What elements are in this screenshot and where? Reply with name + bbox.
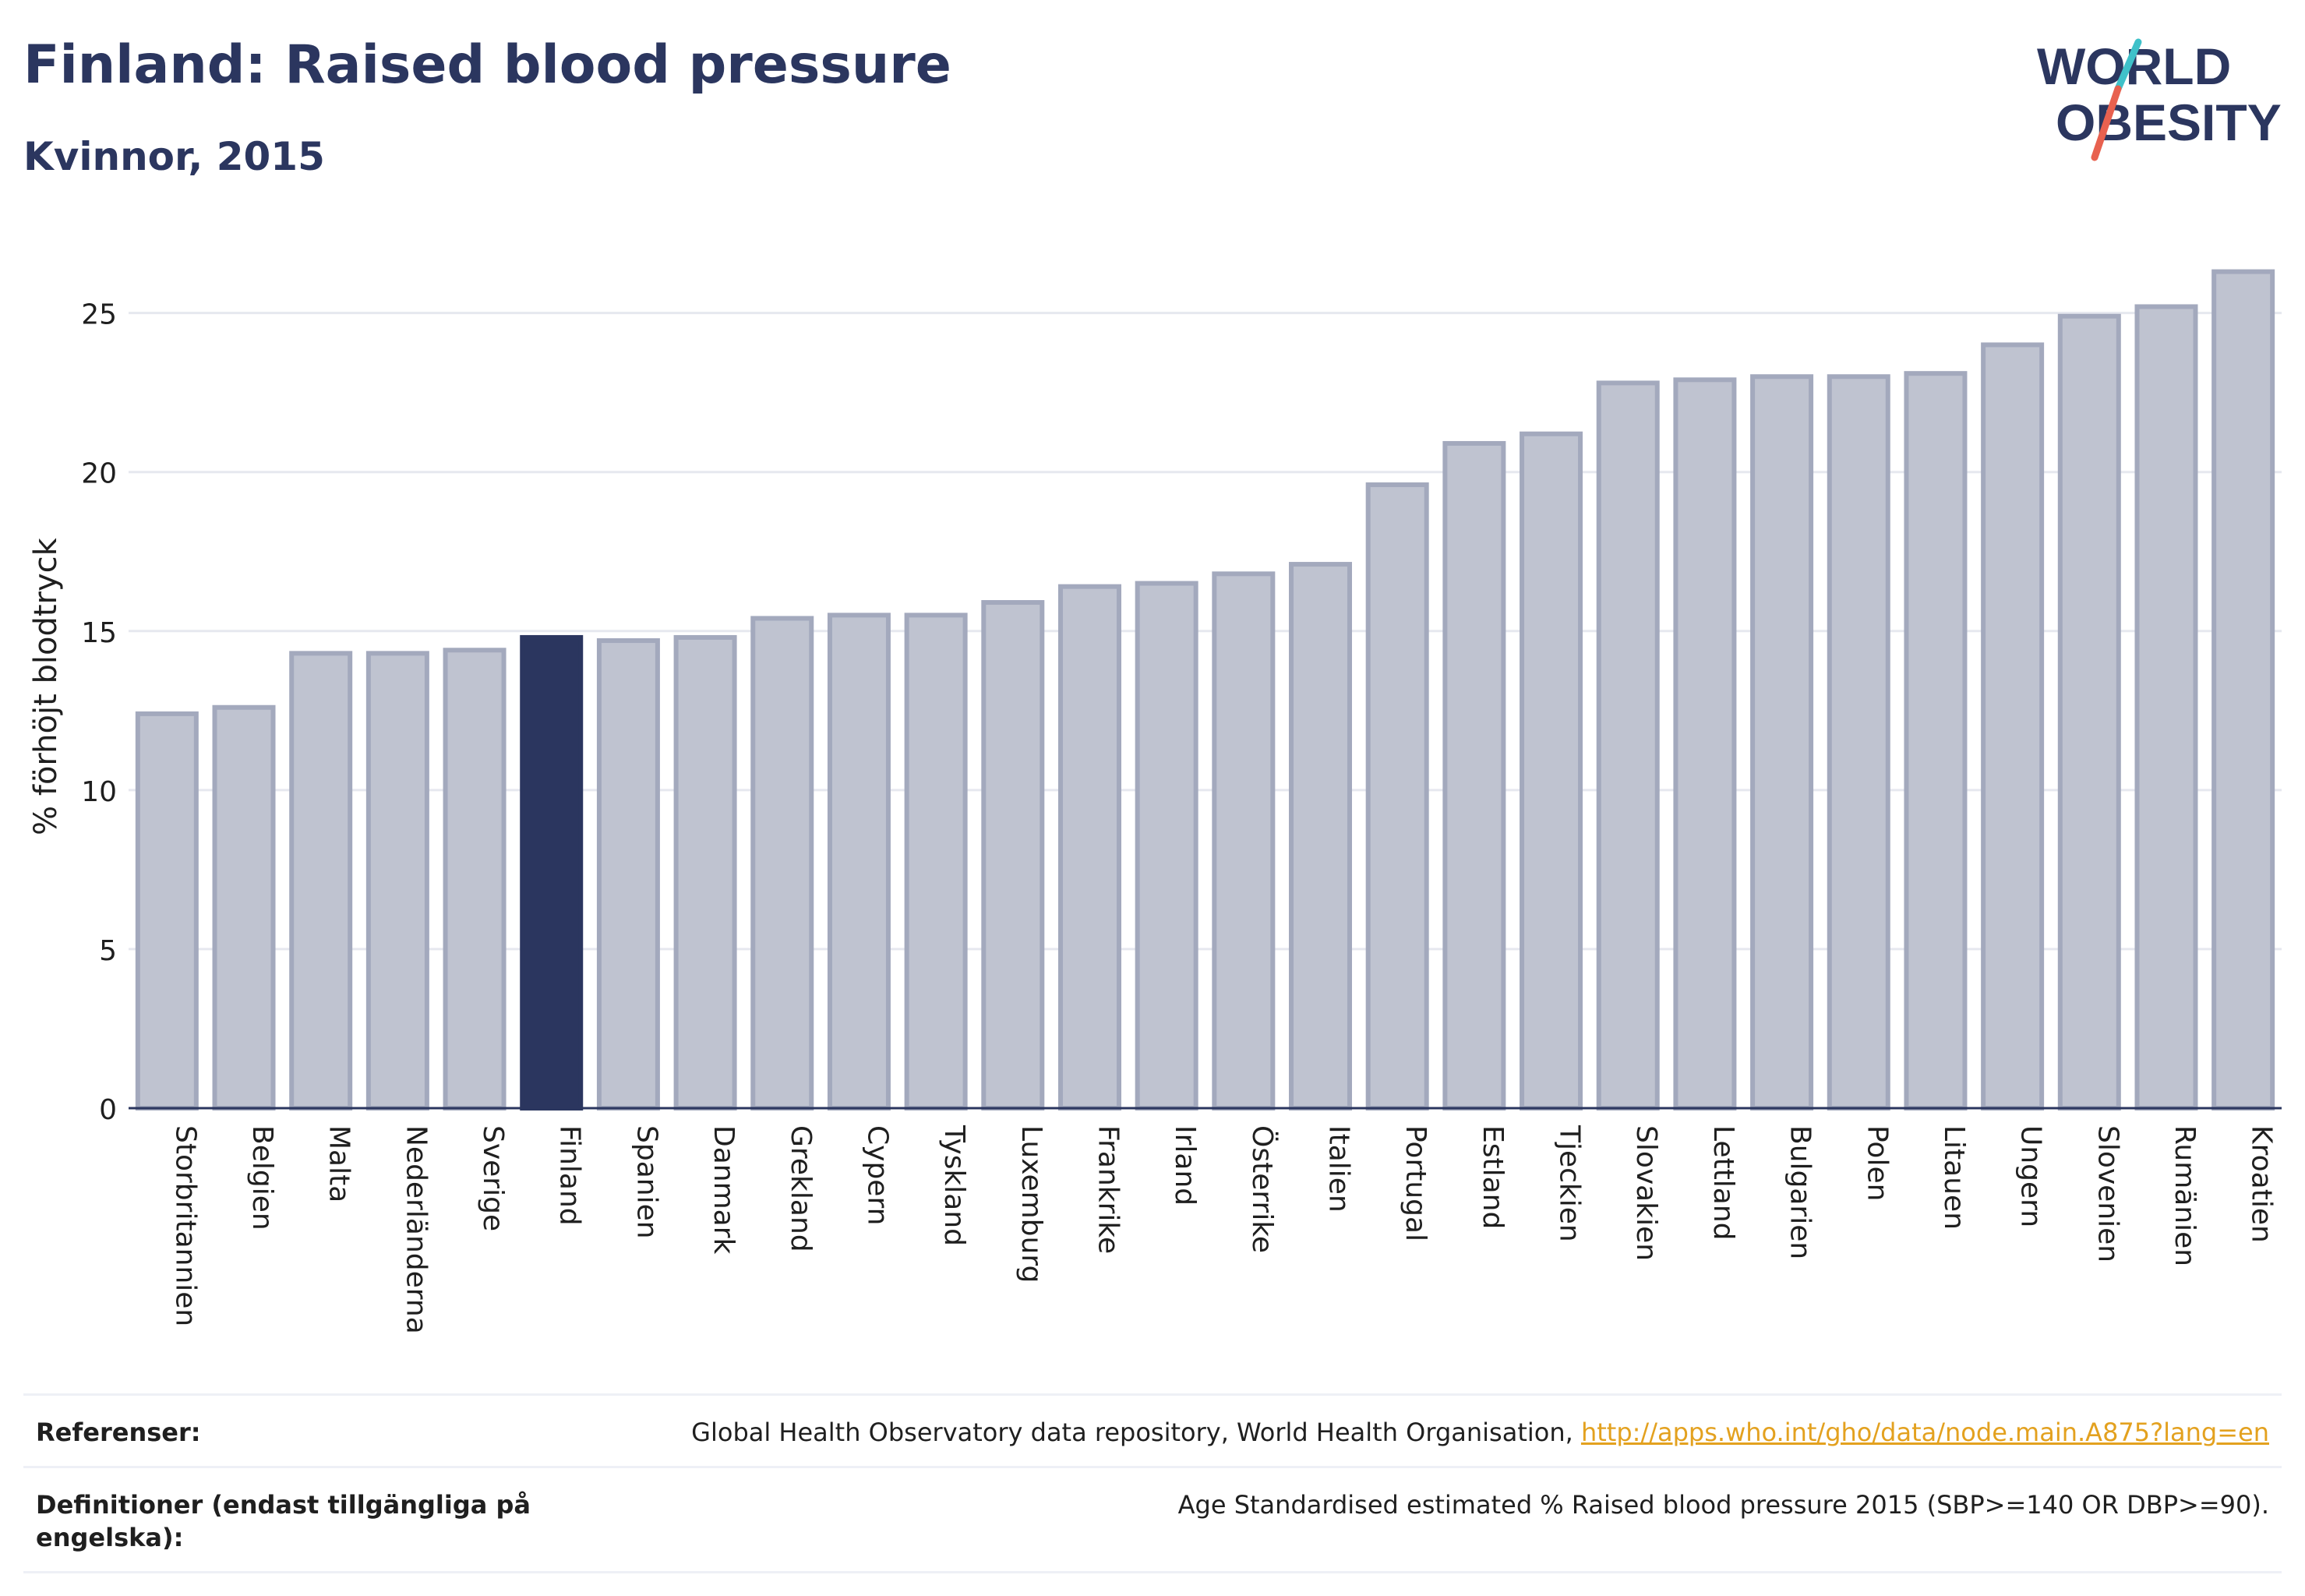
- x-tick-label: Polen: [1861, 1125, 1893, 1201]
- bar-kroatien: [2211, 269, 2275, 1111]
- y-tick-label: 0: [99, 1094, 117, 1126]
- y-tick-label: 20: [81, 458, 117, 490]
- logo-slash-red: [2091, 85, 2122, 161]
- references-table: Referenser: Global Health Observatory da…: [23, 1393, 2282, 1573]
- x-tick-label: Spanien: [630, 1125, 662, 1239]
- x-tick-label: Malta: [323, 1125, 355, 1202]
- definitions-label: Definitioner (endast tillgängliga på eng…: [36, 1490, 531, 1552]
- who-source-link[interactable]: http://apps.who.int/gho/data/node.main.A…: [1580, 1418, 2269, 1447]
- bar-slovakien: [1596, 380, 1660, 1110]
- x-tick-label: Italien: [1323, 1125, 1355, 1213]
- bar-luxemburg: [981, 600, 1045, 1110]
- x-tick-label: Belgien: [246, 1125, 278, 1231]
- logo-slash-teal: [2114, 38, 2142, 93]
- bar-chart: 0 5 10 15 20 25 Storbritannien Belgien Malta Nede…: [28, 269, 2282, 1334]
- y-tick-label: 5: [99, 935, 117, 967]
- axes: 0 5 10 15 20 25 Storbritannien Belgien Malta Nede…: [81, 299, 2282, 1334]
- definitions-row: Definitioner (endast tillgängliga på eng…: [23, 1466, 2282, 1573]
- x-tick-label: Slovakien: [1630, 1125, 1662, 1261]
- x-tick-label: Nederländerna: [400, 1125, 432, 1334]
- bar-ungern: [1981, 342, 2045, 1110]
- bar-spanien: [596, 638, 660, 1110]
- x-tick-label: Slovenien: [2091, 1125, 2123, 1262]
- bar-rumänien: [2134, 304, 2198, 1110]
- bar-nederländerna: [365, 651, 429, 1110]
- bar-storbritannien: [135, 711, 199, 1110]
- bar-sverige: [443, 648, 507, 1110]
- x-tick-label: Finland: [554, 1125, 586, 1226]
- x-tick-label: Estland: [1477, 1125, 1509, 1229]
- bar-danmark: [673, 634, 737, 1110]
- x-tick-label: Cypern: [861, 1125, 893, 1225]
- chart-title: Finland: Raised blood pressure: [23, 34, 951, 96]
- bar-slovenien: [2057, 313, 2121, 1110]
- x-tick-label: Tjeckien: [1554, 1125, 1586, 1242]
- bar-österrike: [1212, 571, 1276, 1110]
- x-tick-label: Sverige: [477, 1125, 509, 1231]
- bar-grekland: [750, 616, 814, 1110]
- bar-frankrike: [1057, 584, 1121, 1110]
- definitions-value: Age Standardised estimated % Raised bloo…: [1177, 1490, 2269, 1520]
- logo-word-obesity: OBESITY: [2056, 94, 2282, 151]
- bar-finland: [520, 634, 584, 1110]
- world-obesity-logo: WORLD OBESITY: [2037, 37, 2282, 161]
- bar-litauen: [1904, 371, 1968, 1110]
- chart-subtitle: Kvinnor, 2015: [23, 134, 325, 179]
- bar-estland: [1442, 440, 1506, 1110]
- y-tick-label: 15: [81, 617, 117, 649]
- x-tick-label: Grekland: [785, 1125, 817, 1252]
- x-tick-label: Litauen: [1938, 1125, 1970, 1230]
- bar-bulgarien: [1750, 374, 1814, 1110]
- bar-polen: [1827, 374, 1890, 1110]
- bar-italien: [1289, 562, 1353, 1110]
- bars: [135, 269, 2275, 1111]
- y-tick-label: 25: [81, 299, 117, 331]
- x-tick-label: Bulgarien: [1784, 1125, 1816, 1259]
- bar-irland: [1135, 581, 1198, 1110]
- x-tick-label: Rumänien: [2169, 1125, 2201, 1266]
- x-tick-label: Kroatien: [2246, 1125, 2278, 1243]
- bar-lettland: [1673, 377, 1737, 1110]
- bar-tjeckien: [1520, 431, 1583, 1110]
- bar-cypern: [827, 613, 891, 1110]
- x-tick-label: Österrike: [1246, 1125, 1279, 1253]
- y-axis-label: % förhöjt blodtryck: [28, 537, 64, 835]
- bar-tyskland: [904, 613, 968, 1110]
- x-tick-label: Portugal: [1400, 1125, 1431, 1241]
- x-tick-label: Irland: [1169, 1125, 1201, 1206]
- references-row: Referenser: Global Health Observatory da…: [23, 1393, 2282, 1466]
- y-tick-label: 10: [81, 776, 117, 808]
- bar-malta: [289, 651, 353, 1110]
- bar-portugal: [1365, 482, 1429, 1110]
- x-tick-label: Frankrike: [1092, 1125, 1124, 1254]
- x-tick-label: Tyskland: [938, 1125, 970, 1246]
- references-label: Referenser:: [36, 1418, 201, 1447]
- x-tick-label: Luxemburg: [1015, 1125, 1047, 1283]
- bar-belgien: [212, 704, 276, 1110]
- references-text: Global Health Observatory data repositor…: [691, 1418, 1581, 1447]
- x-tick-label: Storbritannien: [169, 1125, 201, 1326]
- x-tick-label: Lettland: [1707, 1125, 1739, 1241]
- x-tick-label: Ungern: [2015, 1125, 2047, 1227]
- x-tick-label: Danmark: [708, 1125, 740, 1255]
- references-value: Global Health Observatory data repositor…: [691, 1416, 2269, 1449]
